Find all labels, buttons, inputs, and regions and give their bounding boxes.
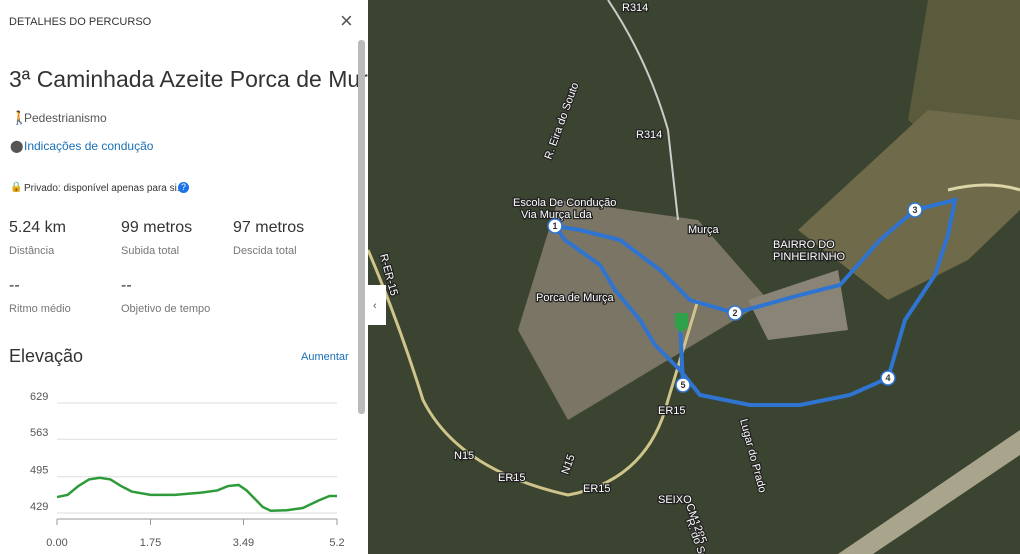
map-label: ER15 — [583, 483, 611, 495]
road — [368, 249, 700, 497]
road — [607, 0, 679, 221]
stat-label: Ritmo médio — [9, 303, 71, 315]
map-label: BAIRRO DO — [773, 239, 835, 251]
stat-label: Distância — [9, 245, 55, 257]
x-tick-label: 1.75 — [140, 537, 161, 549]
route-marker — [907, 202, 923, 218]
map-label: R314 — [636, 129, 662, 141]
map-label: R314 — [622, 2, 648, 14]
map-label: Via Murça Lda — [521, 209, 593, 221]
lock-icon: 🔒 — [10, 182, 23, 193]
road — [947, 183, 1020, 192]
elevation-chart: 629 563 495 429 0.00 1.75 3.49 5.2 — [30, 391, 345, 549]
map-label: SEIXO — [658, 494, 692, 506]
y-tick-label: 563 — [30, 427, 48, 439]
directions-link[interactable]: Indicações de condução — [24, 139, 154, 153]
elevation-line — [56, 476, 337, 513]
map-label: N15 — [454, 450, 474, 462]
map-label: Escola De Condução — [513, 197, 616, 209]
highway — [838, 430, 1020, 554]
route-marker — [547, 218, 563, 234]
x-tick-label: 3.49 — [233, 537, 254, 549]
map-label: ER15 — [658, 405, 686, 417]
stat-value: 5.24 km — [9, 219, 66, 236]
y-tick-label: 629 — [30, 391, 48, 403]
stat-label: Subida total — [121, 245, 180, 257]
route-marker-label: 4 — [885, 373, 890, 383]
map-label: ER15 — [498, 472, 526, 484]
map-label: PINHEIRINHO — [773, 251, 846, 263]
scrollbar[interactable] — [358, 40, 365, 414]
stat-value: -- — [121, 277, 132, 294]
x-tick-label: 5.2 — [329, 537, 344, 549]
elevation-heading: Elevação — [9, 346, 84, 366]
stat-label: Objetivo de tempo — [121, 303, 211, 315]
route-title: 3ª Caminhada Azeite Porca de Murça — [9, 66, 393, 92]
pin-icon: ⬤ — [10, 139, 24, 153]
map-label: Murça — [688, 224, 719, 236]
map-label: Porca de Murça — [536, 292, 615, 304]
route-marker-label: 3 — [912, 205, 917, 215]
privacy: Privado: disponível apenas para si. — [24, 183, 180, 194]
collapse-icon: ‹ — [373, 300, 377, 312]
y-tick-label: 495 — [30, 465, 48, 477]
route-marker-label: 1 — [552, 221, 557, 231]
stat-value: -- — [9, 277, 20, 294]
activity: Pedestrianismo — [24, 111, 107, 125]
stat-value: 99 metros — [121, 219, 193, 236]
x-tick-label: 0.00 — [46, 537, 67, 549]
route-marker — [880, 370, 896, 386]
collapse-button[interactable] — [368, 285, 386, 325]
route-marker-label: 2 — [732, 308, 737, 318]
panel-header: DETALHES DO PERCURSO — [9, 16, 152, 28]
town — [518, 200, 768, 420]
help-icon[interactable]: ? — [178, 182, 189, 193]
route-marker — [675, 377, 691, 393]
y-tick-label: 429 — [30, 501, 48, 513]
close-button[interactable]: × — [340, 8, 353, 33]
zoom-link[interactable]: Aumentar — [301, 351, 349, 363]
stat-value: 97 metros — [233, 219, 305, 236]
start-pin[interactable] — [675, 313, 688, 333]
route-marker-label: 5 — [680, 380, 685, 390]
stat-label: Descida total — [233, 245, 297, 257]
activity-icon: 🚶 — [11, 110, 28, 125]
route-marker — [727, 305, 743, 321]
terrain — [798, 110, 1020, 300]
